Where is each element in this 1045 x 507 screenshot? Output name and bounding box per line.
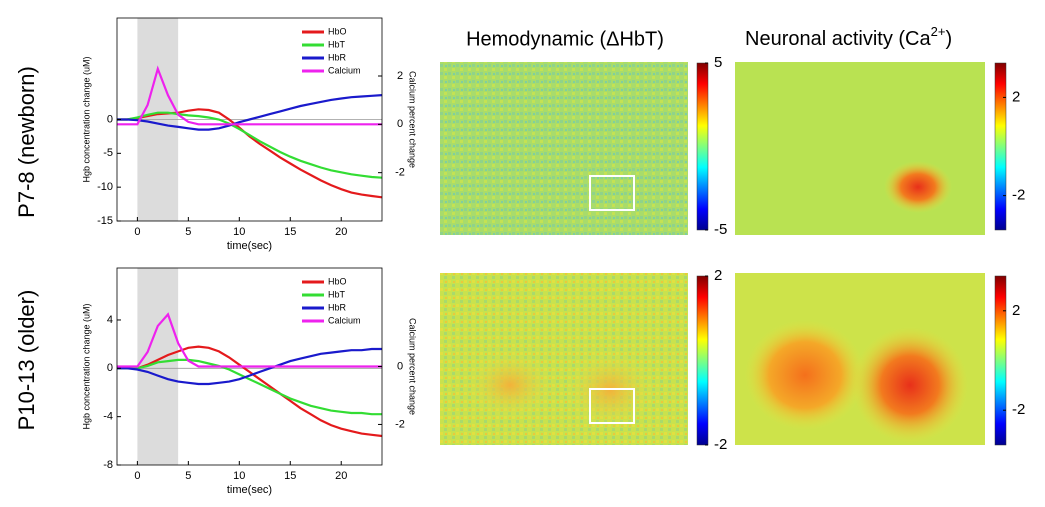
legend-label: HbR <box>328 52 347 62</box>
heatmap-image <box>735 273 985 445</box>
colorbar <box>994 62 1007 231</box>
x-tick-label: 5 <box>185 470 191 482</box>
column-title-part: ) <box>945 28 952 50</box>
series-line <box>117 347 382 386</box>
colorbar <box>696 62 709 231</box>
y-tick-label: 0 <box>107 113 113 125</box>
y2-tick-label: -2 <box>395 418 405 430</box>
y-tick-label: -8 <box>103 459 113 471</box>
y-tick-label: -10 <box>97 181 113 193</box>
row-label: P10-13 (older) <box>14 290 39 431</box>
y2-axis-label: Calcium percent change <box>408 318 418 415</box>
x-tick-label: 20 <box>335 226 347 238</box>
colorbar <box>696 275 709 446</box>
x-tick-label: 0 <box>134 470 140 482</box>
legend-label: HbO <box>328 26 347 36</box>
series-line <box>117 65 382 126</box>
colorbar-tick-label: 5 <box>714 54 722 71</box>
legend-label: HbO <box>328 276 347 286</box>
x-tick-label: 0 <box>134 226 140 238</box>
x-tick-label: 15 <box>284 226 296 238</box>
heatmap-image <box>440 273 688 445</box>
x-tick-label: 20 <box>335 470 347 482</box>
column-title: Neuronal activity (Ca2+) <box>745 24 952 50</box>
y-tick-label: -4 <box>103 411 113 423</box>
colorbar-tick-label: 2 <box>1012 302 1020 319</box>
x-tick-label: 15 <box>284 470 296 482</box>
column-title-part: Neuronal activity (Ca <box>745 28 932 50</box>
colorbar-tick-label: -2 <box>1012 187 1025 204</box>
y2-tick-label: 0 <box>397 118 403 130</box>
heatmap-image <box>440 62 688 235</box>
legend-label: Calcium <box>328 315 361 325</box>
y-tick-label: -5 <box>103 147 113 159</box>
y2-tick-label: -2 <box>395 167 405 179</box>
colorbar-tick-label: 2 <box>1012 88 1020 105</box>
colorbar-tick-label: -5 <box>714 221 727 238</box>
heatmap-image <box>735 62 985 235</box>
legend-label: HbR <box>328 302 347 312</box>
y-axis-label: Hgb concentration change (uM) <box>81 303 91 429</box>
colorbar-tick-label: 2 <box>714 267 722 284</box>
series-line <box>117 358 382 416</box>
y2-tick-label: 0 <box>397 360 403 372</box>
x-axis-label: time(sec) <box>227 484 272 496</box>
series-line <box>117 111 383 179</box>
series-line <box>117 345 383 438</box>
y2-tick-label: 2 <box>397 70 403 82</box>
y-tick-label: 4 <box>107 314 113 326</box>
column-title: Hemodynamic (ΔHbT) <box>466 28 664 50</box>
x-tick-label: 10 <box>233 226 245 238</box>
x-tick-label: 10 <box>233 470 245 482</box>
legend-label: HbT <box>328 39 346 49</box>
row-label: P7-8 (newborn) <box>14 66 39 218</box>
colorbar-tick-label: -2 <box>1012 401 1025 418</box>
legend-label: Calcium <box>328 65 361 75</box>
y2-axis-label: Calcium percent change <box>408 71 418 168</box>
series-line <box>117 94 383 131</box>
y-tick-label: 0 <box>107 362 113 374</box>
series-line <box>117 108 383 199</box>
series-line <box>117 312 382 368</box>
legend-label: HbT <box>328 289 346 299</box>
colorbar-tick-label: -2 <box>714 436 727 453</box>
colorbar <box>994 275 1007 446</box>
y-tick-label: -15 <box>97 215 113 227</box>
x-axis-label: time(sec) <box>227 240 272 252</box>
column-title-part: 2+ <box>931 24 946 39</box>
x-tick-label: 5 <box>185 226 191 238</box>
y-axis-label: Hgb concentration change (uM) <box>81 56 91 182</box>
